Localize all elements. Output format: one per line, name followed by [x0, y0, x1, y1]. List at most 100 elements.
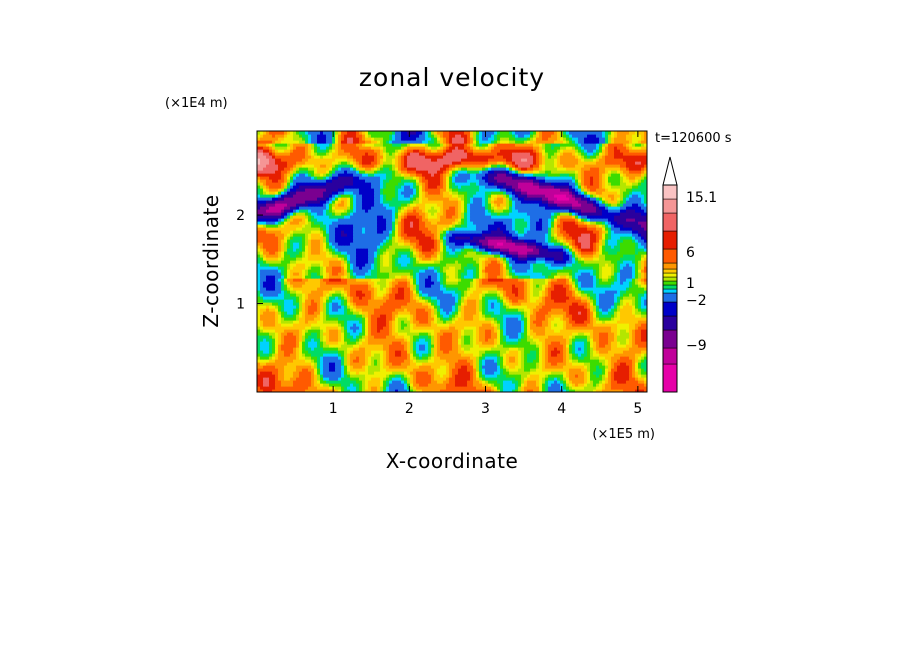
- heatmap-cell: [287, 302, 291, 306]
- heatmap-cell: [626, 347, 630, 351]
- heatmap-cell: [509, 281, 513, 285]
- heatmap-cell: [455, 317, 459, 321]
- heatmap-cell: [317, 344, 321, 348]
- heatmap-cell: [458, 359, 462, 363]
- heatmap-cell: [494, 284, 498, 288]
- heatmap-cell: [272, 287, 276, 291]
- heatmap-cell: [479, 332, 483, 336]
- heatmap-cell: [446, 353, 450, 357]
- heatmap-cell: [446, 317, 450, 321]
- heatmap-cell: [461, 317, 465, 321]
- heatmap-cell: [317, 386, 321, 390]
- heatmap-cell: [518, 377, 522, 381]
- heatmap-cell: [551, 341, 555, 345]
- heatmap-cell: [419, 305, 423, 309]
- heatmap-cell: [530, 290, 534, 294]
- heatmap-cell: [368, 290, 372, 294]
- heatmap-cell: [374, 323, 378, 327]
- heatmap-cell: [365, 365, 369, 369]
- heatmap-cell: [371, 389, 375, 392]
- heatmap-cell: [563, 287, 567, 291]
- heatmap-cell: [557, 371, 561, 375]
- heatmap-cell: [419, 275, 423, 279]
- heatmap-cell: [557, 383, 561, 387]
- heatmap-cell: [602, 359, 606, 363]
- heatmap-cell: [419, 344, 423, 348]
- heatmap-cell: [590, 311, 594, 315]
- heatmap-cell: [278, 275, 282, 279]
- heatmap-cell: [458, 305, 462, 309]
- heatmap-cell: [386, 308, 390, 312]
- heatmap-cell: [377, 347, 381, 351]
- heatmap-cell: [557, 326, 561, 330]
- heatmap-cell: [404, 350, 408, 354]
- heatmap-cell: [317, 314, 321, 318]
- heatmap-cell: [278, 356, 282, 360]
- heatmap-cell: [512, 380, 516, 384]
- heatmap-cell: [272, 305, 276, 309]
- heatmap-cell: [362, 302, 366, 306]
- heatmap-cell: [575, 380, 579, 384]
- heatmap-cell: [365, 362, 369, 366]
- heatmap-cell: [305, 317, 309, 321]
- heatmap-cell: [467, 335, 471, 339]
- heatmap-cell: [362, 341, 366, 345]
- heatmap-cell: [389, 290, 393, 294]
- heatmap-cell: [266, 278, 270, 282]
- heatmap-cell: [428, 326, 432, 330]
- heatmap-cell: [590, 365, 594, 369]
- heatmap-cell: [542, 350, 546, 354]
- heatmap-cell: [359, 353, 363, 357]
- heatmap-cell: [464, 362, 468, 366]
- heatmap-cell: [590, 344, 594, 348]
- heatmap-cell: [644, 305, 647, 309]
- heatmap-cell: [569, 362, 573, 366]
- heatmap-cell: [608, 326, 612, 330]
- heatmap-cell: [605, 374, 609, 378]
- heatmap-cell: [473, 380, 477, 384]
- heatmap-cell: [626, 296, 630, 300]
- heatmap-cell: [467, 302, 471, 306]
- heatmap-cell: [605, 323, 609, 327]
- heatmap-cell: [287, 326, 291, 330]
- heatmap-cell: [296, 302, 300, 306]
- heatmap-cell: [350, 377, 354, 381]
- heatmap-cell: [455, 374, 459, 378]
- heatmap-cell: [260, 326, 264, 330]
- heatmap-cell: [473, 359, 477, 363]
- heatmap-cell: [551, 380, 555, 384]
- heatmap-cell: [302, 338, 306, 342]
- heatmap-cell: [263, 275, 267, 279]
- heatmap-cell: [575, 353, 579, 357]
- heatmap-cell: [446, 308, 450, 312]
- heatmap-cell: [473, 290, 477, 294]
- heatmap-cell: [566, 320, 570, 324]
- heatmap-cell: [365, 311, 369, 315]
- heatmap-cell: [509, 380, 513, 384]
- heatmap-cell: [605, 371, 609, 375]
- heatmap-cell: [398, 335, 402, 339]
- heatmap-cell: [467, 365, 471, 369]
- heatmap-cell: [383, 359, 387, 363]
- heatmap-cell: [431, 368, 435, 372]
- heatmap-cell: [353, 371, 357, 375]
- heatmap-cell: [506, 323, 510, 327]
- heatmap-cell: [458, 347, 462, 351]
- heatmap-cell: [593, 317, 597, 321]
- heatmap-cell: [371, 338, 375, 342]
- heatmap-cell: [386, 359, 390, 363]
- heatmap-cell: [371, 386, 375, 390]
- heatmap-cell: [530, 377, 534, 381]
- heatmap-cell: [644, 281, 647, 285]
- heatmap-cell: [383, 362, 387, 366]
- heatmap-cell: [266, 368, 270, 372]
- heatmap-cell: [422, 287, 426, 291]
- heatmap-cell: [545, 386, 549, 390]
- heatmap-cell: [536, 341, 540, 345]
- heatmap-cell: [509, 308, 513, 312]
- heatmap-cell: [605, 296, 609, 300]
- heatmap-cell: [317, 293, 321, 297]
- heatmap-cell: [476, 302, 480, 306]
- heatmap-cell: [551, 278, 555, 282]
- heatmap-cell: [461, 362, 465, 366]
